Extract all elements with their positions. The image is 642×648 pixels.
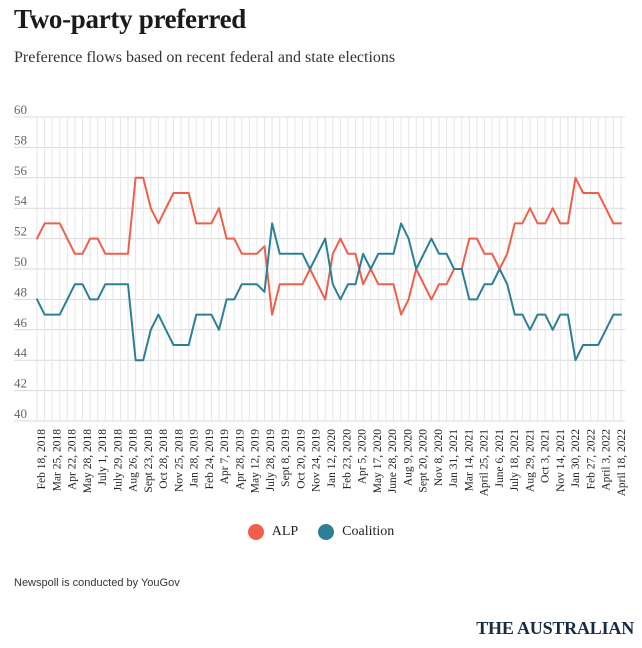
series-line-coalition	[36, 222, 622, 362]
x-tick-label: Nov 8, 2020	[433, 429, 445, 486]
y-tick-label: 56	[14, 163, 28, 178]
legend-item-coalition[interactable]: Coalition	[318, 524, 394, 540]
x-tick-label: April 25, 2021	[479, 429, 491, 497]
legend-label-coalition: Coalition	[342, 524, 395, 539]
series-lines	[36, 176, 622, 362]
legend: ALP Coalition	[0, 524, 642, 540]
x-tick-label: Aug 29, 2021	[524, 429, 536, 492]
x-tick-label: July 18, 2021	[509, 429, 521, 492]
x-tick-label: July 29, 2018	[112, 429, 124, 492]
x-tick-label: Oct 20, 2019	[296, 429, 308, 489]
x-tick-label: Jan 12, 2020	[326, 429, 338, 488]
brand-logo[interactable]: THE AUSTRALIAN	[476, 618, 634, 638]
x-tick-label: Sept 20, 2020	[418, 429, 430, 493]
x-tick-label: Apr 28, 2019	[234, 429, 246, 490]
legend-item-alp[interactable]: ALP	[247, 524, 299, 540]
x-tick-label: Apr 22, 2018	[67, 429, 79, 490]
x-tick-label: April 18, 2022	[616, 429, 628, 497]
chart-title: Two-party preferred	[14, 4, 246, 34]
y-tick-label: 42	[14, 376, 27, 391]
x-tick-label: Feb 24, 2019	[204, 429, 216, 490]
x-tick-label: Nov 24, 2019	[311, 429, 323, 492]
alp-swatch-icon	[247, 524, 264, 540]
x-tick-label: Nov 25, 2018	[173, 429, 185, 492]
x-tick-label: Aug 9, 2020	[402, 429, 414, 486]
x-tick-label: Nov 14, 2021	[555, 429, 567, 492]
x-tick-label: Apr 5, 2020	[357, 429, 369, 485]
y-axis: 40 42 44 46 48 50 52 54 56 58 60	[14, 102, 28, 421]
x-tick-label: Mar 25, 2018	[51, 429, 63, 492]
x-tick-label: June 28, 2020	[387, 429, 399, 493]
y-tick-label: 46	[14, 315, 28, 330]
x-tick-label: Jan 30, 2022	[570, 429, 582, 488]
source-note: Newspoll is conducted by YouGov	[14, 577, 180, 589]
x-tick-label: Feb 18, 2018	[36, 429, 48, 490]
x-tick-label: May 28, 2018	[82, 429, 94, 493]
grid	[14, 116, 625, 422]
x-tick-label: Sept 8, 2019	[280, 429, 292, 487]
coalition-swatch-icon	[318, 524, 335, 540]
x-tick-label: July 1, 2018	[97, 429, 109, 486]
x-tick-label: April 3, 2022	[601, 429, 613, 491]
x-tick-label: May 17, 2020	[372, 429, 384, 493]
y-tick-label: 54	[14, 193, 28, 208]
y-tick-label: 40	[14, 406, 27, 421]
y-tick-label: 48	[14, 284, 27, 299]
y-tick-label: 44	[14, 345, 28, 360]
x-tick-label: Jan 28, 2019	[189, 429, 201, 488]
y-tick-label: 52	[14, 224, 27, 239]
x-tick-label: May 12, 2019	[250, 429, 262, 493]
x-tick-label: Aug 26, 2018	[128, 429, 140, 492]
y-tick-label: 58	[14, 132, 27, 147]
y-tick-label: 60	[14, 102, 27, 117]
line-chart: 40 42 44 46 48 50 52 54 56 58 60 Feb 18, 2018 Mar 2…	[14, 102, 628, 497]
series-line-alp	[36, 176, 622, 316]
x-tick-label: July 28, 2019	[265, 429, 277, 492]
x-tick-label: June 6, 2021	[494, 429, 506, 488]
x-tick-label: Apr 7, 2019	[219, 429, 231, 485]
x-tick-label: Jan 31, 2021	[448, 429, 460, 488]
x-tick-label: Mar 14, 2021	[463, 429, 475, 492]
x-tick-label: Oct 3, 2021	[540, 429, 552, 483]
x-axis: Feb 18, 2018 Mar 25, 2018 Apr 22, 2018 May …	[36, 429, 628, 497]
x-tick-label: Feb 27, 2022	[586, 429, 598, 490]
x-tick-label: Oct 28, 2018	[158, 429, 170, 489]
x-tick-label: Feb 23, 2020	[341, 429, 353, 490]
x-tick-label: Sept 23, 2018	[143, 429, 155, 493]
chart-subtitle: Preference flows based on recent federal…	[14, 49, 396, 66]
y-tick-label: 50	[14, 254, 27, 269]
legend-label-alp: ALP	[271, 524, 299, 539]
